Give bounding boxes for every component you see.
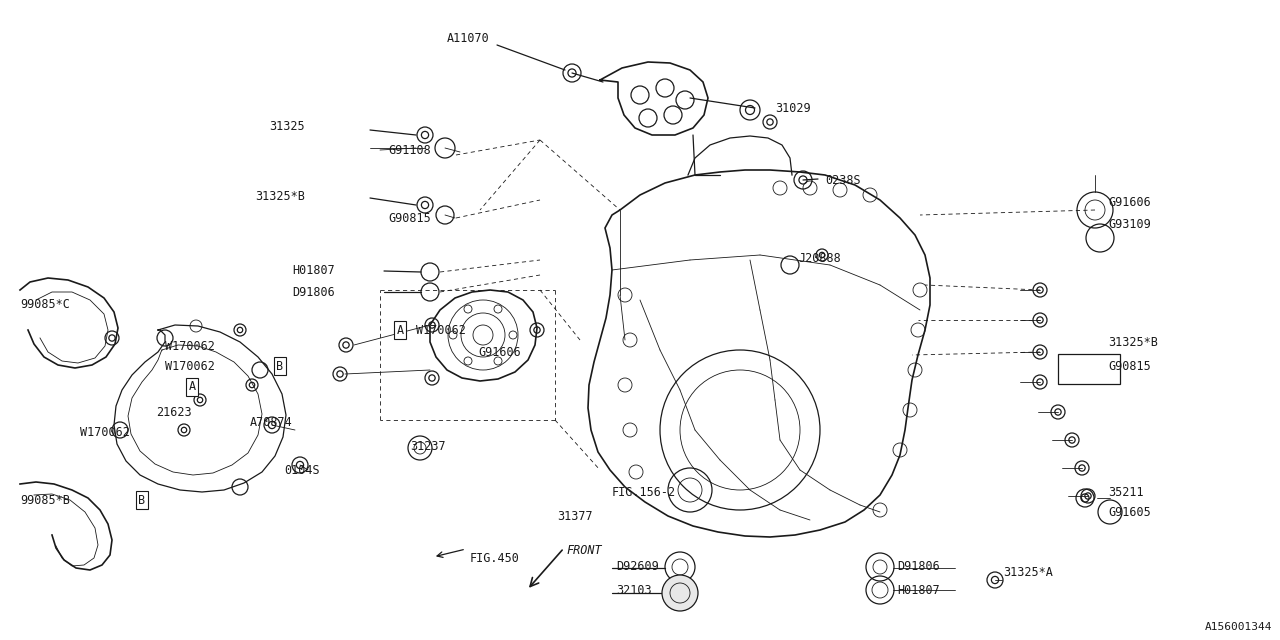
- Text: H01807: H01807: [292, 264, 335, 278]
- Circle shape: [662, 575, 698, 611]
- Text: W170062: W170062: [165, 339, 215, 353]
- Text: 31325: 31325: [269, 120, 305, 134]
- Text: FIG.450: FIG.450: [470, 552, 520, 564]
- Text: A11070: A11070: [447, 31, 490, 45]
- Text: W170062: W170062: [165, 360, 215, 374]
- Text: G91606: G91606: [1108, 196, 1151, 209]
- Text: 99085*B: 99085*B: [20, 493, 70, 506]
- Text: J20888: J20888: [797, 252, 841, 264]
- Text: A: A: [188, 381, 196, 394]
- Text: B: B: [138, 493, 146, 506]
- Text: D91806: D91806: [292, 285, 335, 298]
- Text: 35211: 35211: [1108, 486, 1143, 499]
- Text: FIG.156-2: FIG.156-2: [612, 486, 676, 499]
- Text: W170062: W170062: [416, 323, 466, 337]
- Text: 0238S: 0238S: [826, 173, 860, 186]
- Text: A70874: A70874: [250, 415, 293, 429]
- Text: G90815: G90815: [1108, 360, 1151, 374]
- Text: G91606: G91606: [477, 346, 521, 358]
- Text: 31325*B: 31325*B: [1108, 337, 1158, 349]
- Text: G91108: G91108: [388, 143, 431, 157]
- Text: B: B: [276, 360, 284, 372]
- Text: 31029: 31029: [774, 102, 810, 115]
- Text: 31325*B: 31325*B: [255, 191, 305, 204]
- Text: 21623: 21623: [156, 406, 192, 419]
- Text: G93109: G93109: [1108, 218, 1151, 232]
- Text: 32103: 32103: [616, 584, 652, 598]
- Text: 31237: 31237: [410, 440, 445, 454]
- Text: A: A: [397, 323, 403, 337]
- Text: 99085*C: 99085*C: [20, 298, 70, 312]
- Text: W170062: W170062: [79, 426, 129, 438]
- Text: H01807: H01807: [897, 584, 940, 598]
- Text: FRONT: FRONT: [566, 543, 602, 557]
- Text: G90815: G90815: [388, 211, 431, 225]
- Text: 31325*A: 31325*A: [1004, 566, 1053, 579]
- Text: D91806: D91806: [897, 559, 940, 573]
- Text: 31377: 31377: [557, 509, 593, 522]
- Text: 0104S: 0104S: [284, 463, 320, 477]
- Text: G91605: G91605: [1108, 506, 1151, 518]
- Text: D92609: D92609: [616, 559, 659, 573]
- Text: A156001344: A156001344: [1204, 622, 1272, 632]
